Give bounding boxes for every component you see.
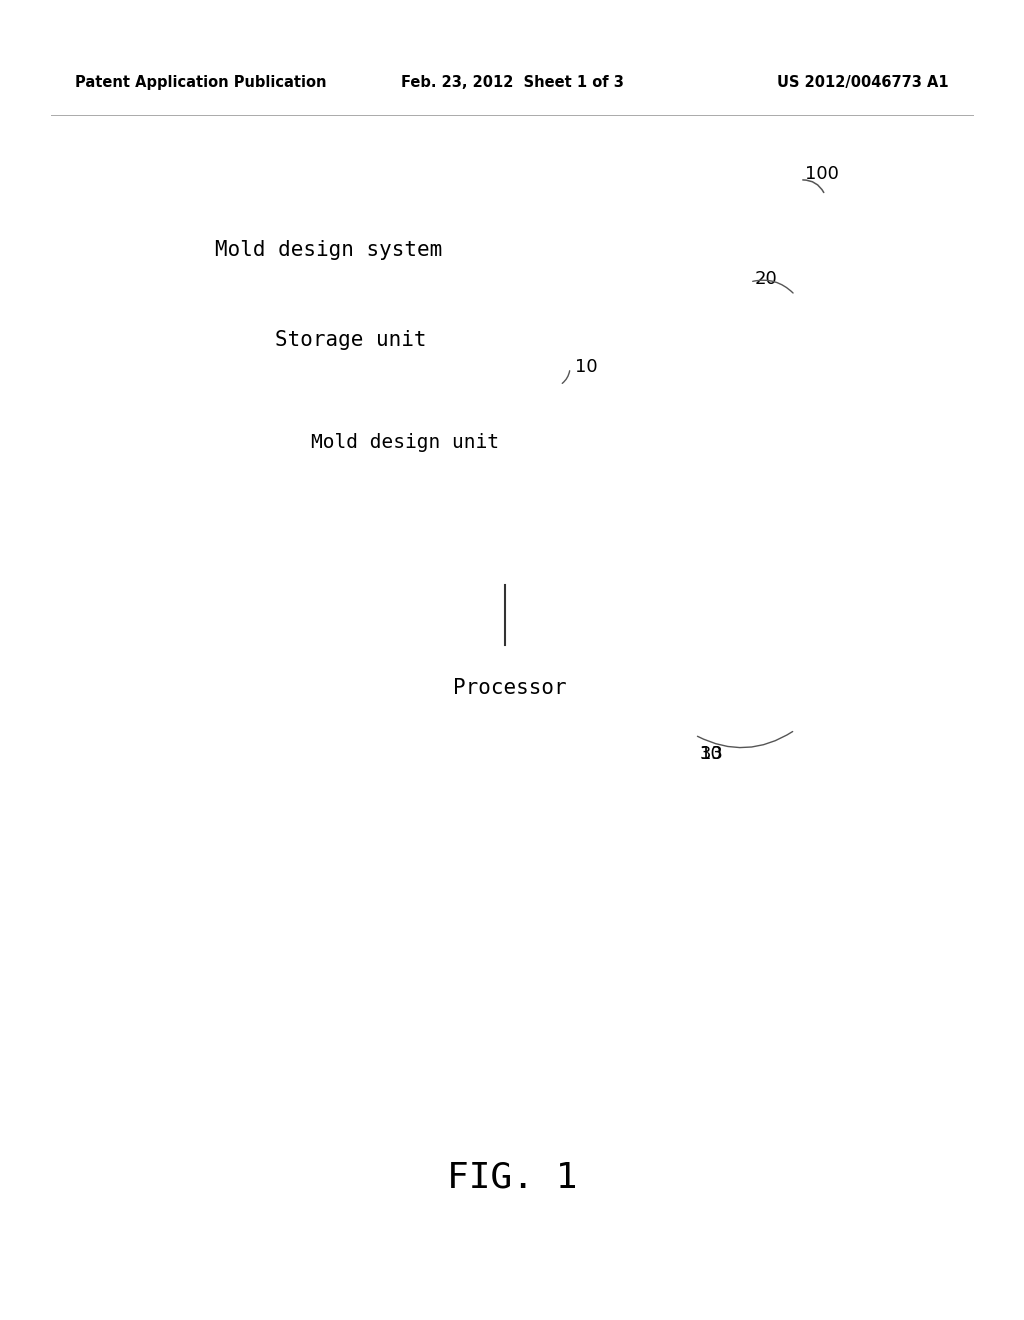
Text: US 2012/0046773 A1: US 2012/0046773 A1 xyxy=(777,75,949,90)
Text: 13: 13 xyxy=(700,744,723,763)
Text: Storage unit: Storage unit xyxy=(275,330,427,350)
Text: 20: 20 xyxy=(755,271,778,288)
Text: Feb. 23, 2012  Sheet 1 of 3: Feb. 23, 2012 Sheet 1 of 3 xyxy=(400,75,624,90)
Text: 100: 100 xyxy=(805,165,839,183)
Text: Processor: Processor xyxy=(454,677,567,697)
Text: 10: 10 xyxy=(575,358,598,376)
Text: Patent Application Publication: Patent Application Publication xyxy=(75,75,327,90)
Text: 30: 30 xyxy=(700,744,723,763)
Text: FIG. 1: FIG. 1 xyxy=(446,1160,578,1195)
Text: Mold design unit: Mold design unit xyxy=(311,433,499,451)
Text: Mold design system: Mold design system xyxy=(215,240,442,260)
